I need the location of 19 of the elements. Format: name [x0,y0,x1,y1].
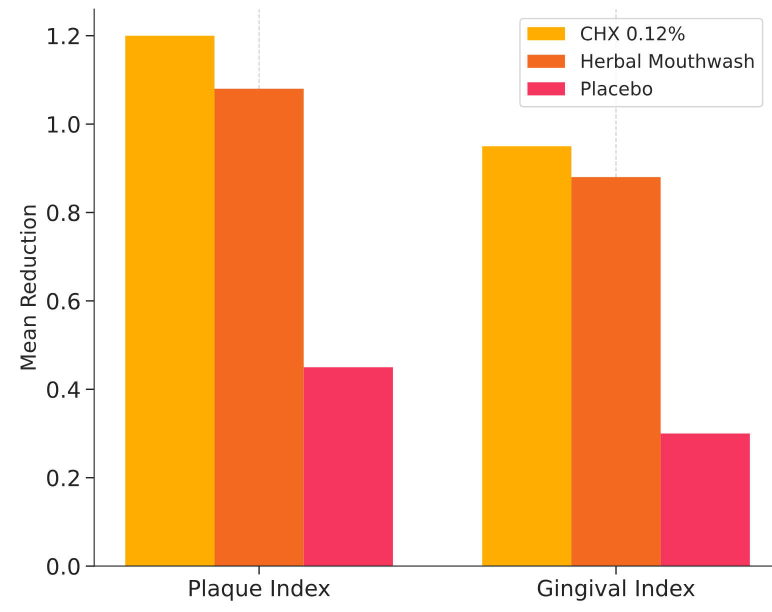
legend-label: Placebo [582,81,652,96]
legend-label: CHX 0.12% [581,26,684,41]
y-tick-label: 0.8 [47,204,80,222]
bar [660,434,750,566]
y-tick-label: 1.2 [48,28,79,44]
y-tick-label: 0.0 [47,558,80,575]
bar [125,36,214,566]
bar [571,177,661,566]
y-tick-label: 1.0 [48,116,80,133]
bar [214,88,304,566]
legend-label: Herbal Mouthwash [582,54,754,68]
y-axis-title: Mean Reduction [20,206,36,370]
x-tick-label: Gingival Index [538,579,695,601]
y-tick-label: 0.2 [47,470,79,486]
bar [304,367,393,566]
x-tick-label: Plaque Index [190,579,330,601]
y-tick-label: 0.4 [47,381,80,398]
y-tick-label: 0.6 [47,292,80,310]
bar [482,146,572,566]
